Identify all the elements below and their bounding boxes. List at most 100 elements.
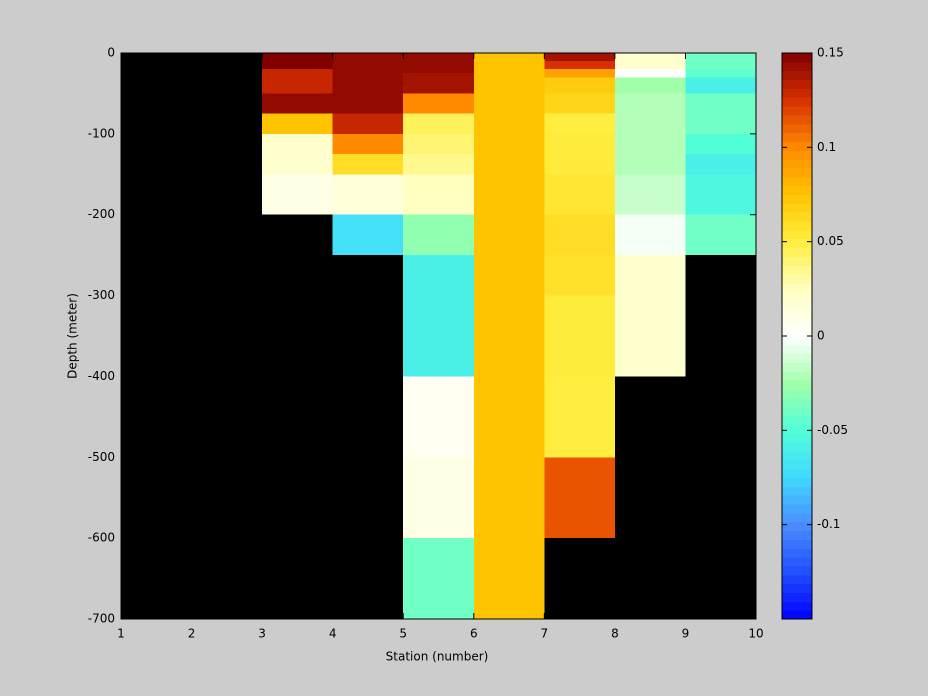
heat-cell [544,113,615,134]
colorbar-band [782,61,812,72]
colorbar-band [782,238,812,249]
colorbar-band [782,486,812,496]
colorbar-band [782,229,812,240]
colorbar-band [782,539,812,549]
heat-cell [403,376,474,458]
heat-cell [544,77,615,94]
heat-cell [685,53,756,70]
heat-cell [262,93,333,114]
colorbar-band [782,176,812,187]
colorbar-band [782,336,812,346]
heat-cell [403,255,474,377]
y-tick-label: -200 [88,207,115,221]
x-axis-label: Station (number) [386,650,489,664]
heat-cell [332,174,404,215]
colorbar-band [782,424,812,434]
heat-cell [262,133,333,155]
colorbar-band [782,114,812,125]
heat-cell [614,214,686,256]
colorbar-band [782,548,812,558]
heat-cell [685,93,756,134]
x-tick-label: 4 [329,627,337,641]
colorbar-band [782,504,812,514]
heat-cell [544,214,615,256]
heat-cell [332,154,404,175]
x-tick-label: 10 [748,627,763,641]
colorbar-band [782,221,812,231]
colorbar-band [782,389,812,399]
colorbar-band [782,318,812,328]
heat-cell [403,53,474,74]
colorbar-band [782,557,812,567]
colorbar-band [782,415,812,425]
colorbar-band [782,565,812,576]
colorbar-tick-label: 0 [817,329,825,343]
heat-cell [614,77,686,94]
heat-cell [262,174,333,215]
colorbar-band [782,344,812,355]
colorbar-band [782,450,812,461]
colorbar-band [782,212,812,222]
heat-cell [544,174,615,215]
colorbar-band [782,79,812,89]
colorbar-band [782,442,812,452]
heat-cell [473,53,545,619]
heat-cell [685,174,756,215]
heat-cell [262,113,333,134]
colorbar-band [782,362,812,372]
heat-cell [332,53,404,70]
heat-cell [403,73,474,94]
colorbar-band [782,185,812,195]
heat-cell [544,69,615,78]
colorbar-band [782,291,812,302]
heat-cell [685,214,756,256]
colorbar-band [782,477,812,487]
heat-cell [544,295,615,377]
colorbar-band [782,141,812,151]
heat-cell [685,77,756,94]
heat-cell [403,174,474,215]
heat-cell [332,93,404,114]
colorbar-band [782,521,812,532]
heat-cell [544,457,615,539]
colorbar-band [782,371,812,381]
colorbar-tick-label: 0.05 [817,234,844,248]
colorbar-band [782,327,812,337]
y-tick-label: -100 [88,126,115,140]
colorbar-band [782,159,812,169]
heat-cell [262,154,333,175]
colorbar-band [782,247,812,257]
colorbar-band [782,123,812,134]
colorbar-band [782,194,812,204]
colorbar-band [782,601,812,611]
colorbar-band [782,583,812,593]
y-tick-label: -700 [88,612,115,626]
colorbar-band [782,530,812,540]
colorbar-band [782,265,812,275]
colorbar-tick-label: 0.15 [817,46,844,60]
heat-cell [403,113,474,134]
heat-cell [614,69,686,78]
colorbar-band [782,106,812,116]
heat-cell [685,133,756,155]
colorbar-band [782,574,812,585]
y-tick-label: -600 [88,531,115,545]
heat-cell [544,376,615,458]
colorbar-band [782,309,812,319]
y-tick-label: 0 [107,46,115,60]
colorbar-band [782,459,812,470]
colorbar-band [782,70,812,81]
colorbar-tick-label: -0.1 [817,517,840,531]
heat-cell [403,93,474,114]
x-tick-label: 8 [611,627,619,641]
heat-cell [614,174,686,215]
x-tick-label: 9 [682,627,690,641]
colorbar-band [782,468,812,478]
heat-cell [332,69,404,94]
x-tick-label: 6 [470,627,478,641]
colorbar-band [782,274,812,284]
x-tick-label: 2 [188,627,196,641]
heat-cell [614,93,686,134]
